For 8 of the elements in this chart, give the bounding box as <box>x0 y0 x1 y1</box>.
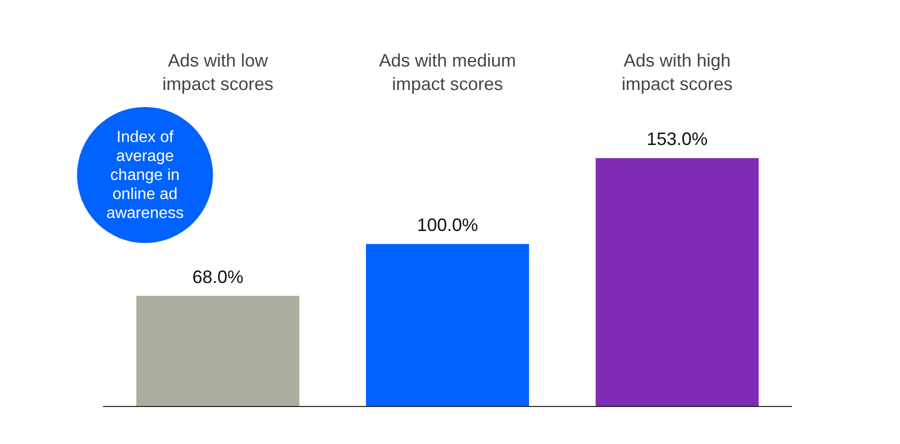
data-label: 68.0% <box>192 266 244 287</box>
data-label: 100.0% <box>416 214 478 235</box>
data-label: 153.0% <box>646 129 708 150</box>
circle-badge: Index of average change in online ad awareness <box>77 107 213 243</box>
x-tick-label: Ads with high impact scores <box>622 50 733 94</box>
x-tick-label: Ads with medium impact scores <box>378 50 516 94</box>
annotation: Index of average change in online ad awareness <box>105 128 185 222</box>
x-tick-label: Ads with low impact scores <box>162 50 274 94</box>
